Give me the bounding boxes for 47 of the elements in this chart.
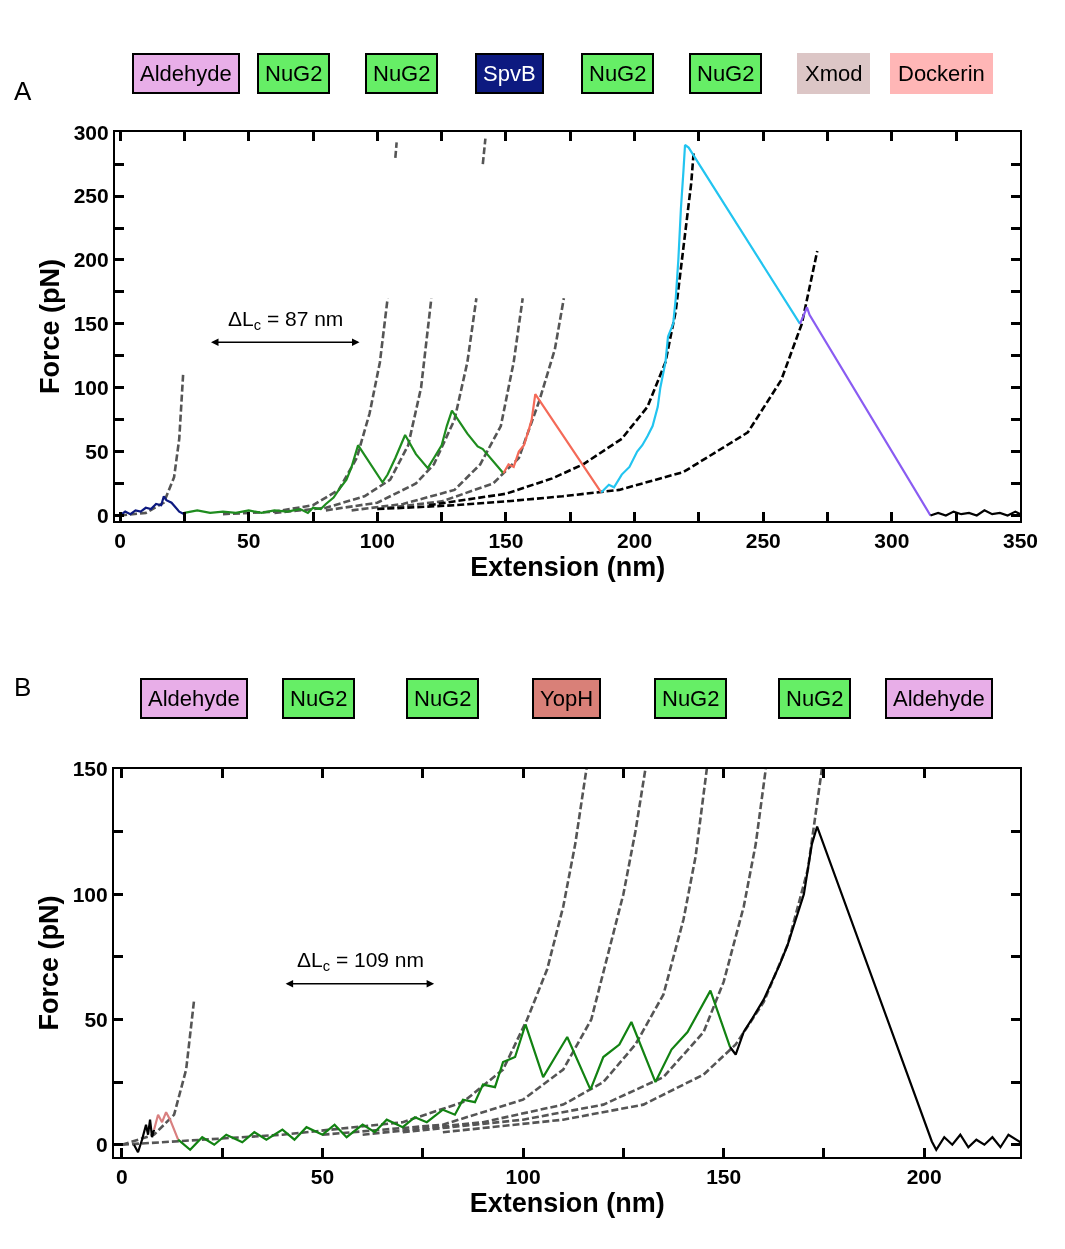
text: Aldehyde — [893, 686, 985, 711]
y-tick-label: 300 — [73, 120, 109, 144]
x-axis-title: Extension (nm) — [470, 551, 666, 582]
x-tick-label: 300 — [874, 528, 910, 552]
text: SpvB — [483, 61, 536, 86]
y-tick-label: 50 — [84, 1007, 108, 1031]
text: Xmod — [805, 61, 863, 86]
x-tick-label: 100 — [359, 528, 395, 552]
y-tick-label: 200 — [73, 248, 109, 272]
y-tick-label: 50 — [85, 439, 109, 463]
text: Dockerin — [898, 61, 985, 86]
text: NuG2 — [265, 61, 323, 86]
x-tick-label: 200 — [906, 1165, 942, 1189]
y-tick-label: 0 — [96, 1133, 108, 1157]
text: B — [14, 672, 32, 702]
y-axis-title: Force (pN) — [34, 895, 65, 1031]
y-tick-label: 0 — [97, 503, 109, 527]
text: NuG2 — [786, 686, 844, 711]
text: A — [14, 76, 32, 106]
text: NuG2 — [662, 686, 720, 711]
x-tick-label: 50 — [237, 528, 261, 552]
text: YopH — [540, 686, 594, 711]
annotation: ΔL$_{c}$ = 87 nm — [228, 307, 344, 334]
x-tick-label: 150 — [706, 1165, 742, 1189]
text: Aldehyde — [148, 686, 240, 711]
annotation: ΔL$_{c}$ = 109 nm — [297, 948, 425, 975]
text: NuG2 — [589, 61, 647, 86]
y-tick-label: 250 — [73, 184, 109, 208]
x-axis-title: Extension (nm) — [469, 1188, 665, 1219]
x-tick-label: 200 — [617, 528, 653, 552]
x-tick-label: 100 — [505, 1165, 541, 1189]
y-axis-title: Force (pN) — [35, 258, 66, 394]
text: NuG2 — [290, 686, 348, 711]
x-tick-label: 0 — [114, 528, 126, 552]
y-tick-label: 100 — [73, 376, 109, 400]
x-tick-label: 250 — [745, 528, 781, 552]
x-tick-label: 50 — [310, 1165, 335, 1189]
y-tick-label: 150 — [73, 312, 109, 336]
text: NuG2 — [414, 686, 472, 711]
x-tick-label: 0 — [116, 1165, 128, 1189]
y-tick-label: 100 — [72, 882, 108, 906]
text: NuG2 — [697, 61, 755, 86]
text: NuG2 — [373, 61, 431, 86]
x-tick-label: 350 — [1002, 528, 1038, 552]
y-tick-label: 150 — [72, 757, 108, 781]
x-tick-label: 150 — [488, 528, 524, 552]
text: Aldehyde — [140, 61, 232, 86]
